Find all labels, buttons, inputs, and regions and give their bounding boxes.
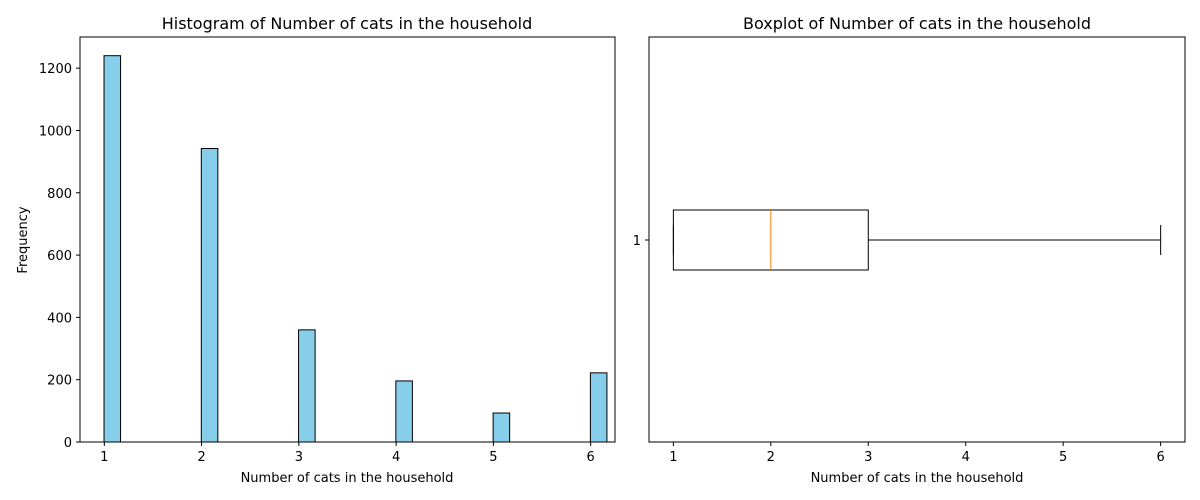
- boxplot-y-tick-label: 1: [633, 234, 641, 249]
- histogram-y-label: Frequency: [16, 206, 31, 273]
- histogram-panel: Histogram of Number of cats in the house…: [16, 14, 616, 486]
- boxplot-y-ticks: 1: [633, 234, 649, 249]
- histogram-x-tick-label: 5: [489, 450, 497, 465]
- histogram-bar: [298, 329, 316, 443]
- histogram-y-ticks: 0 200 400 600 800 1000 1200: [39, 62, 80, 451]
- histogram-x-ticks: 1 2 3 4 5 6: [100, 442, 595, 465]
- boxplot-x-tick-label: 2: [767, 450, 775, 465]
- histogram-y-tick-label: 1000: [39, 124, 72, 139]
- histogram-y-tick-label: 1200: [39, 62, 72, 77]
- histogram-y-tick-label: 800: [47, 187, 72, 202]
- histogram-bar: [200, 148, 219, 443]
- histogram-x-tick-label: 3: [295, 450, 303, 465]
- boxplot-x-ticks: 1 2 3 4 5 6: [669, 442, 1165, 465]
- histogram-y-tick-label: 400: [47, 311, 72, 326]
- histogram-x-tick-label: 1: [100, 450, 108, 465]
- boxplot-x-tick-label: 5: [1059, 450, 1067, 465]
- histogram-x-tick-label: 6: [587, 450, 595, 465]
- histogram-y-tick-label: 600: [47, 249, 72, 264]
- histogram-y-tick-label: 200: [47, 374, 72, 389]
- boxplot-x-label: Number of cats in the household: [811, 471, 1024, 486]
- histogram-bar: [395, 380, 413, 443]
- histogram-x-tick-label: 2: [197, 450, 205, 465]
- histogram-x-tick-label: 4: [392, 450, 400, 465]
- boxplot-x-tick-label: 6: [1156, 450, 1164, 465]
- histogram-title: Histogram of Number of cats in the house…: [162, 14, 533, 33]
- histogram-axes-frame: [79, 36, 616, 443]
- boxplot-x-tick-label: 1: [669, 450, 677, 465]
- histogram-bar: [103, 55, 122, 443]
- histogram-bars: [103, 55, 608, 443]
- histogram-x-label: Number of cats in the household: [241, 471, 454, 486]
- histogram-bar: [589, 372, 608, 443]
- histogram-y-tick-label: 0: [64, 436, 72, 451]
- boxplot-panel: Boxplot of Number of cats in the househo…: [633, 14, 1186, 486]
- histogram-bar: [492, 412, 511, 443]
- boxplot-x-tick-label: 3: [864, 450, 872, 465]
- boxplot-x-tick-label: 4: [962, 450, 970, 465]
- boxplot-title: Boxplot of Number of cats in the househo…: [743, 14, 1091, 33]
- boxplot-marks: [672, 209, 1162, 271]
